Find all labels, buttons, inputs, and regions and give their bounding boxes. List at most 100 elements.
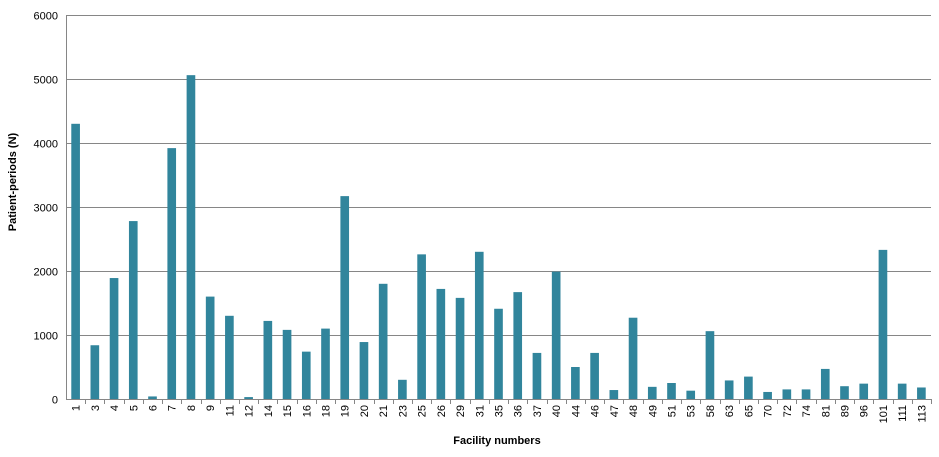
x-tick-label: 31 bbox=[474, 405, 486, 417]
bar bbox=[667, 383, 676, 399]
x-tick-label: 48 bbox=[628, 405, 640, 417]
x-tick-label: 65 bbox=[743, 405, 755, 417]
bar bbox=[225, 315, 234, 399]
x-tick-label: 111 bbox=[897, 405, 909, 422]
x-tick-label: 36 bbox=[513, 405, 525, 417]
bar bbox=[628, 317, 638, 399]
bar bbox=[186, 75, 196, 399]
y-tick-label: 0 bbox=[52, 395, 58, 407]
bar bbox=[647, 386, 657, 399]
x-tick-label: 26 bbox=[436, 405, 448, 417]
bars bbox=[71, 75, 926, 400]
x-tick-label: 4 bbox=[109, 405, 121, 411]
bar bbox=[782, 389, 792, 399]
bar bbox=[167, 148, 177, 399]
x-tick-label: 96 bbox=[859, 405, 871, 417]
x-tick-label: 72 bbox=[782, 405, 794, 417]
x-tick-label: 16 bbox=[301, 405, 313, 417]
bar bbox=[301, 351, 311, 399]
x-tick-label: 23 bbox=[397, 405, 409, 417]
x-tick-label: 14 bbox=[263, 405, 275, 417]
x-tick-label: 19 bbox=[340, 405, 352, 417]
bar bbox=[590, 352, 599, 399]
x-tick-label: 9 bbox=[205, 405, 217, 411]
x-tick-label: 47 bbox=[609, 405, 621, 417]
x-tick-label: 1 bbox=[71, 405, 83, 411]
bar bbox=[109, 278, 119, 399]
bar bbox=[801, 389, 811, 399]
bar bbox=[455, 297, 465, 399]
x-tick-label: 44 bbox=[570, 405, 582, 417]
bar bbox=[282, 329, 292, 399]
x-axis-title: Facility numbers bbox=[453, 435, 540, 447]
x-tick-label: 7 bbox=[167, 405, 179, 411]
bar bbox=[878, 249, 888, 399]
x-tick-label: 3 bbox=[90, 405, 102, 411]
x-tick-label: 15 bbox=[282, 405, 294, 417]
x-tick-label: 70 bbox=[763, 405, 775, 417]
x-tick-label: 25 bbox=[417, 405, 429, 417]
bar bbox=[494, 308, 503, 399]
bar bbox=[744, 376, 753, 399]
bar bbox=[474, 251, 484, 399]
bar bbox=[359, 342, 369, 399]
bar bbox=[724, 380, 734, 399]
x-tick-label: 49 bbox=[647, 405, 659, 417]
x-tick-label: 6 bbox=[148, 405, 160, 411]
bar bbox=[705, 331, 715, 399]
bar bbox=[436, 288, 446, 399]
x-tick-label: 35 bbox=[494, 405, 506, 417]
x-tick-label: 46 bbox=[590, 405, 602, 417]
x-tick-label: 89 bbox=[840, 405, 852, 417]
bar bbox=[571, 367, 580, 399]
y-tick-label: 1000 bbox=[34, 331, 58, 343]
bar bbox=[686, 390, 696, 399]
x-tick-label: 20 bbox=[359, 405, 371, 417]
x-tick-labels: 1 3 4 5 6 7 8 9 11 12 14 15 16 18 19 20 21 23 25 26 29 31 35 36… bbox=[71, 405, 929, 423]
y-tick-label: 6000 bbox=[34, 11, 58, 23]
x-tick-label: 74 bbox=[801, 405, 813, 417]
x-tick-label: 29 bbox=[455, 405, 467, 417]
y-tick-label: 2000 bbox=[34, 267, 58, 279]
bar bbox=[148, 396, 157, 399]
x-tick-label: 40 bbox=[551, 405, 563, 417]
bar bbox=[205, 296, 215, 399]
bar bbox=[128, 221, 138, 399]
y-tick-label: 5000 bbox=[34, 75, 58, 87]
bar bbox=[340, 196, 350, 399]
bar bbox=[820, 368, 830, 399]
bar bbox=[321, 328, 330, 399]
x-tick-label: 21 bbox=[378, 405, 390, 417]
bar bbox=[71, 123, 80, 400]
x-tick-label: 37 bbox=[532, 405, 544, 417]
bar bbox=[763, 391, 772, 399]
x-tick-label: 113 bbox=[916, 405, 928, 423]
gridlines bbox=[66, 15, 931, 336]
bar bbox=[378, 283, 388, 399]
bar bbox=[513, 292, 523, 399]
x-tick-label: 53 bbox=[686, 405, 698, 417]
y-tick-labels: 0 1000 2000 3000 4000 5000 6000 bbox=[34, 11, 58, 407]
x-tick-label: 81 bbox=[820, 405, 832, 417]
x-tick-label: 11 bbox=[224, 405, 236, 416]
bar bbox=[840, 386, 849, 399]
x-tick-label: 8 bbox=[186, 405, 198, 411]
axes bbox=[66, 15, 932, 404]
bar bbox=[90, 345, 100, 399]
x-tick-label: 101 bbox=[878, 405, 890, 423]
x-tick-label: 12 bbox=[244, 405, 256, 417]
y-tick-label: 4000 bbox=[34, 139, 58, 151]
x-tick-label: 63 bbox=[724, 405, 736, 417]
bar bbox=[532, 352, 542, 399]
y-tick-label: 3000 bbox=[34, 203, 58, 215]
x-tick-label: 5 bbox=[128, 405, 140, 411]
x-tick-label: 58 bbox=[705, 405, 717, 417]
bar bbox=[398, 379, 407, 399]
bar bbox=[417, 254, 426, 399]
bar bbox=[244, 397, 253, 399]
y-axis-title: Patient-periods (N) bbox=[7, 132, 19, 231]
bar bbox=[263, 320, 273, 399]
bar bbox=[609, 390, 619, 399]
bar bbox=[551, 271, 561, 399]
